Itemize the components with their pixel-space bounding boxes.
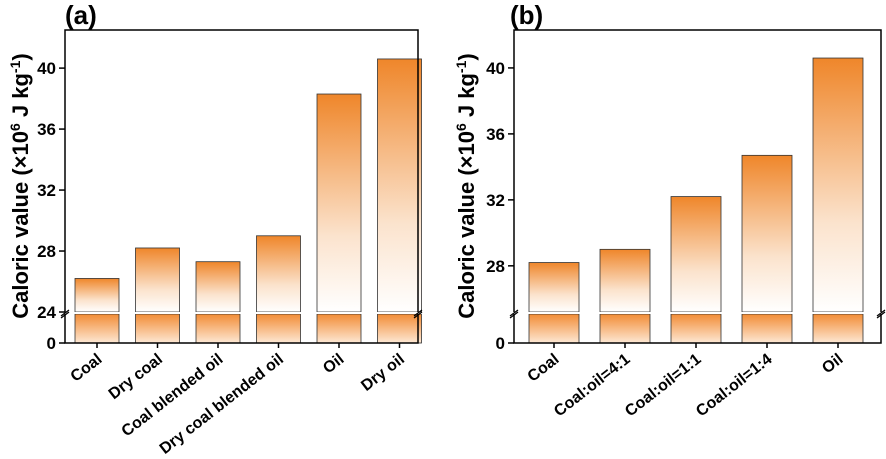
bar-stub-4 (256, 313, 301, 344)
x-tick-label: Coal (68, 351, 106, 386)
axis-break-mark (60, 311, 70, 319)
y-axis-label: Caloric value (×106 J kg-1) (453, 53, 479, 318)
axis-break-gap (57, 312, 426, 314)
axis-break-mark (60, 309, 70, 317)
bar-6 (377, 58, 422, 313)
y-tick-label: 28 (486, 257, 505, 276)
bar-stub-5 (812, 313, 864, 344)
bar-stub-2 (599, 313, 651, 344)
chart-panel-b: (b) CoalCoal:oil=4:1Coal:oil=1:1Coal:oil=… (453, 0, 886, 420)
bar-3 (195, 261, 241, 313)
y-tick-label: 0 (496, 334, 505, 353)
axis-break-mark (876, 309, 886, 317)
x-tick-label: Coal blended oil (119, 351, 227, 440)
bar-4 (256, 235, 301, 313)
axis-break-gap (506, 312, 886, 314)
y-tick-label: 40 (486, 59, 505, 78)
axis-break-mark (509, 309, 519, 317)
x-tick-label: Dry oil (358, 351, 408, 395)
axis-frame-lower (64, 314, 419, 344)
axis-break-mark (413, 311, 423, 319)
x-tick-label: Coal:oil=1:4 (693, 351, 775, 421)
axis-break-mark (509, 311, 519, 319)
bar-stub-5 (316, 313, 362, 344)
x-tick-label: Oil (320, 351, 347, 378)
x-tick-label: Coal:oil=1:1 (622, 351, 704, 421)
x-tick-label: Coal:oil=4:1 (551, 351, 633, 421)
bar-stub-6 (377, 313, 422, 344)
bar-stub-1 (528, 313, 580, 344)
y-tick-label: 28 (37, 242, 56, 261)
bar-stub-4 (741, 313, 793, 344)
y-tick-label: 0 (47, 334, 56, 353)
bar-5 (316, 93, 362, 313)
axis-break-mark (876, 311, 886, 319)
axis-break-mark (413, 309, 423, 317)
x-tick-label: Oil (819, 351, 846, 378)
bar-2 (135, 247, 180, 313)
bar-1 (528, 262, 580, 313)
bar-stub-3 (195, 313, 241, 344)
bar-stub-1 (74, 313, 120, 344)
bar-2 (599, 248, 651, 313)
bar-3 (670, 196, 722, 313)
bar-4 (741, 154, 793, 313)
y-tick-label: 40 (37, 59, 56, 78)
axis-frame-upper (64, 29, 419, 312)
axis-frame-upper (513, 29, 882, 312)
x-tick-label: Coal (525, 351, 563, 386)
panel-label: (a) (65, 0, 97, 30)
axis-frame-lower (513, 314, 882, 344)
panel-label: (b) (510, 0, 543, 30)
y-tick-label: 32 (486, 191, 505, 210)
bar-1 (74, 278, 120, 313)
bar-stub-2 (135, 313, 180, 344)
x-tick-label: Dry coal (106, 351, 166, 403)
y-tick-label: 36 (486, 125, 505, 144)
y-tick-label: 36 (37, 120, 56, 139)
bar-5 (812, 57, 864, 313)
bar-stub-3 (670, 313, 722, 344)
y-tick-label: 24 (37, 303, 56, 322)
y-axis-label: Caloric value (×106 J kg-1) (7, 53, 33, 318)
y-tick-label: 32 (37, 181, 56, 200)
